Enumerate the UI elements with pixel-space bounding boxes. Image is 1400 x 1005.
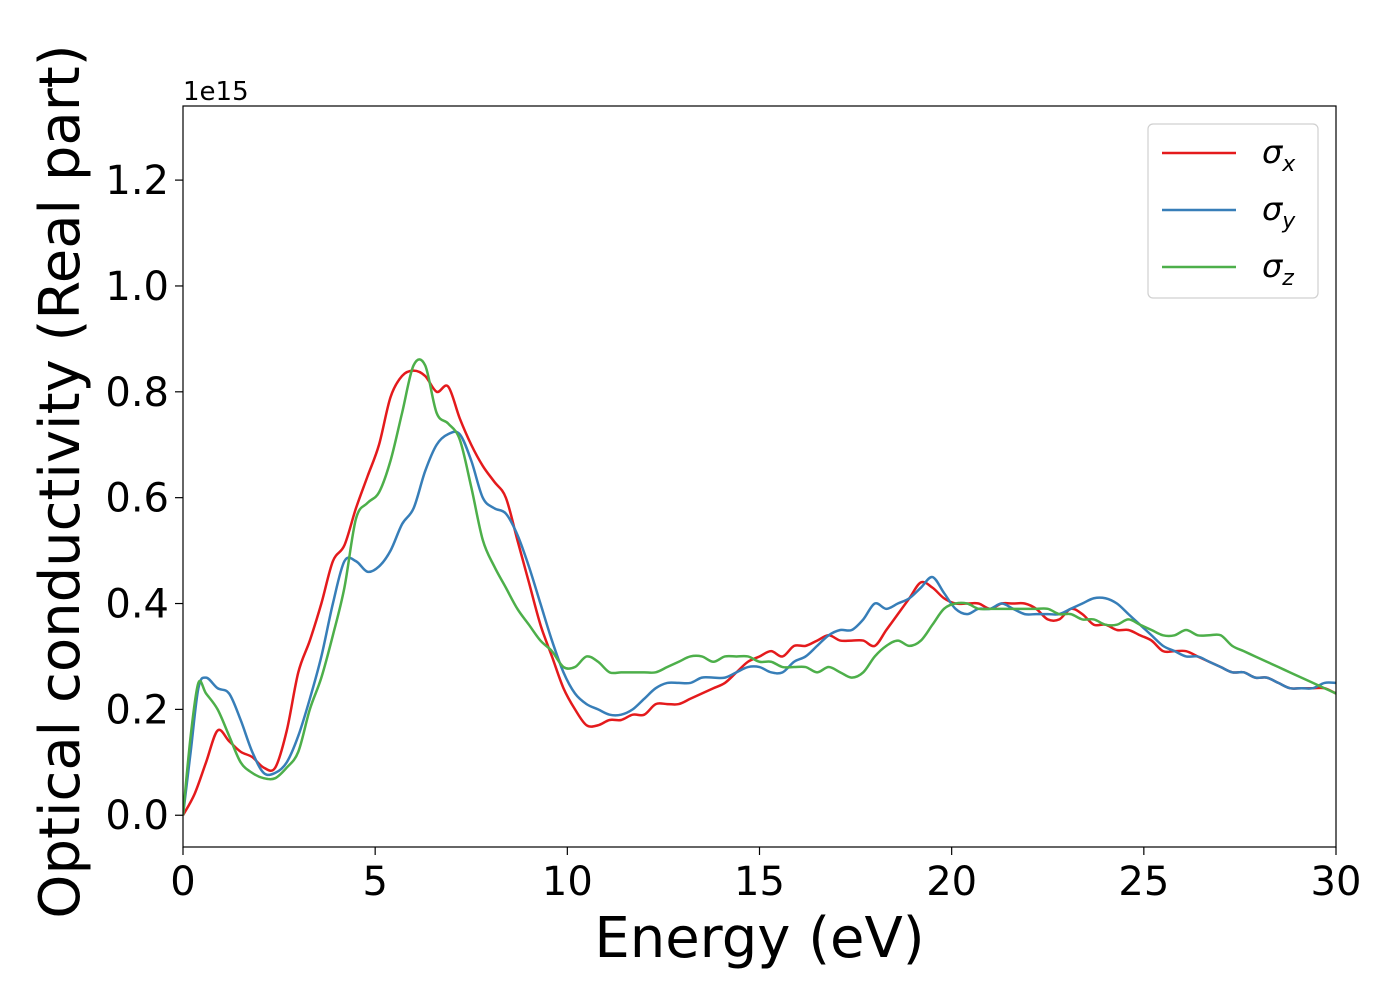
series-line-x [183, 369, 1336, 816]
x-axis-label: Energy (eV) [594, 906, 924, 971]
y-tick-label: 0.0 [105, 793, 169, 839]
x-tick-label: 20 [926, 859, 977, 905]
legend-symbol: σ [1262, 247, 1284, 285]
y-tick-label: 1.2 [105, 158, 169, 204]
x-tick-label: 15 [734, 859, 785, 905]
y-axis-offset-label: 1e15 [183, 77, 249, 107]
legend-label-y: σy [1262, 190, 1296, 234]
y-tick-label: 1.0 [105, 264, 169, 310]
x-tick-label: 25 [1118, 859, 1169, 905]
legend-label-x: σx [1262, 133, 1296, 177]
y-axis-label: Optical conductivity (Real part) [28, 44, 93, 918]
y-tick-label: 0.6 [105, 476, 169, 522]
series-layer [183, 358, 1336, 816]
legend-label-z: σz [1262, 247, 1294, 291]
y-tick-label: 0.2 [105, 687, 169, 733]
x-tick-label: 0 [170, 859, 195, 905]
y-axis: 0.0 0.2 0.4 0.6 0.8 1.0 1.2 [105, 158, 183, 839]
series-line-y [183, 430, 1336, 816]
legend-symbol: σ [1262, 190, 1284, 228]
x-axis: 0 5 10 15 20 25 30 [170, 847, 1361, 905]
x-tick-label: 10 [542, 859, 593, 905]
x-tick-label: 30 [1311, 859, 1362, 905]
y-tick-label: 0.4 [105, 582, 169, 628]
legend-subscript: x [1281, 152, 1296, 177]
y-tick-label: 0.8 [105, 370, 169, 416]
legend-subscript: y [1281, 209, 1296, 234]
legend-symbol: σ [1262, 133, 1284, 171]
legend-subscript: z [1281, 266, 1294, 291]
series-line-z [183, 358, 1336, 816]
x-tick-label: 5 [362, 859, 387, 905]
